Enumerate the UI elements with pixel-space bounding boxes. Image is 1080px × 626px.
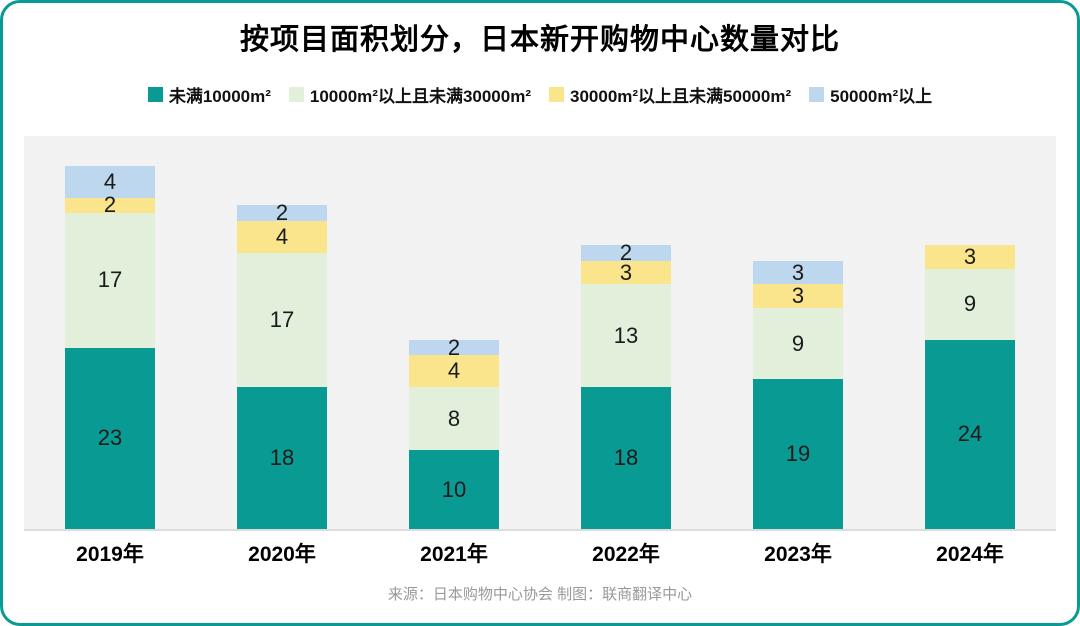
- segment-value-label: 4: [447, 358, 461, 384]
- bar-segment: 3: [581, 259, 671, 285]
- bar-segment: 9: [925, 268, 1015, 340]
- bar-segment: 3: [753, 283, 843, 309]
- segment-value-label: 4: [275, 224, 289, 250]
- legend-swatch-icon: [288, 87, 304, 102]
- segment-value-label: 2: [275, 200, 289, 226]
- legend-label: 50000m²以上: [830, 87, 933, 106]
- segment-value-label: 18: [613, 444, 639, 470]
- segment-value-label: 3: [619, 259, 633, 285]
- legend-item: 50000m²以上: [809, 82, 932, 107]
- plot-area: 23 17 2 4 18 17 4 2 10 8 4 2 18 13 3 2 19 9 3 3 24 9 3: [24, 136, 1056, 531]
- legend-label: 30000m²以上且未满50000m²: [570, 87, 792, 106]
- bar-segment: 4: [409, 355, 499, 387]
- x-axis-label: 2023年: [764, 543, 832, 566]
- segment-value-label: 3: [791, 283, 805, 309]
- segment-value-label: 17: [269, 306, 295, 332]
- stacked-bar: 10 8 4 2: [409, 334, 499, 529]
- bar-segment: 2: [237, 200, 327, 226]
- bar-segment: 8: [409, 386, 499, 451]
- bar-segment: 2: [409, 334, 499, 360]
- segment-value-label: 24: [957, 421, 983, 447]
- legend-swatch-icon: [809, 87, 825, 102]
- legend-item: 未满10000m²: [147, 82, 271, 107]
- bar-segment: 13: [581, 284, 671, 387]
- segment-value-label: 2: [103, 192, 117, 218]
- segment-value-label: 10: [441, 476, 467, 502]
- stacked-bar: 19 9 3 3: [753, 259, 843, 529]
- bar-segment: 9: [753, 308, 843, 380]
- bar-segment: 3: [925, 243, 1015, 269]
- page-title: 按项目面积划分，日本新开购物中心数量对比: [239, 24, 840, 56]
- stacked-bar: 18 17 4 2: [237, 200, 327, 529]
- segment-value-label: 17: [97, 267, 123, 293]
- segment-value-label: 13: [613, 322, 639, 348]
- stacked-bar: 24 9 3: [925, 243, 1015, 529]
- bar-segment: 23: [65, 347, 155, 529]
- bar-segment: 18: [581, 386, 671, 529]
- segment-value-label: 3: [963, 243, 977, 269]
- bar-column: 19 9 3 3: [712, 136, 884, 529]
- x-axis-label: 2022年: [592, 543, 660, 566]
- bar-segment: 2: [65, 194, 155, 216]
- legend-item: 30000m²以上且未满50000m²: [549, 82, 791, 107]
- segment-value-label: 9: [791, 330, 805, 356]
- bar-segment: 4: [237, 221, 327, 253]
- x-axis-label: 2024年: [936, 543, 1004, 566]
- segment-value-label: 23: [97, 425, 123, 451]
- legend-swatch-icon: [147, 87, 163, 102]
- bar-segment: 17: [65, 213, 155, 348]
- x-axis-labels: 2019年 2020年 2021年 2022年 2023年 2024年: [24, 531, 1056, 575]
- legend-swatch-icon: [549, 87, 564, 102]
- bar-segment: 24: [925, 339, 1015, 529]
- bar-column: 18 13 3 2: [540, 136, 712, 529]
- bar-segment: 2: [581, 239, 671, 265]
- x-axis-label: 2021年: [420, 543, 488, 566]
- bar-column: 18 17 4 2: [196, 136, 368, 529]
- x-axis-label: 2020年: [248, 543, 316, 566]
- bar-column: 24 9 3: [884, 136, 1056, 529]
- x-axis-label: 2019年: [76, 543, 144, 566]
- segment-value-label: 2: [447, 334, 461, 360]
- source-note: 来源：日本购物中心协会 制图：联商翻译中心: [387, 586, 693, 603]
- segment-value-label: 18: [269, 444, 295, 470]
- bar-segment: 3: [753, 259, 843, 285]
- legend-label: 10000m²以上且未满30000m²: [309, 87, 531, 106]
- bar-column: 10 8 4 2: [368, 136, 540, 529]
- segment-value-label: 4: [103, 168, 117, 194]
- segment-value-label: 3: [791, 259, 805, 285]
- bar-segment: 19: [753, 379, 843, 529]
- bar-segment: 10: [409, 450, 499, 529]
- bar-segment: 17: [237, 252, 327, 387]
- legend-item: 10000m²以上且未满30000m²: [288, 82, 531, 107]
- stacked-bar: 23 17 2 4: [65, 166, 155, 529]
- bar-segment: 18: [237, 386, 327, 529]
- stacked-bar: 18 13 3 2: [581, 239, 671, 529]
- legend-label: 未满10000m²: [168, 87, 271, 106]
- segment-value-label: 9: [963, 291, 977, 317]
- bar-segment: 4: [65, 166, 155, 198]
- segment-value-label: 2: [619, 239, 633, 265]
- legend: 未满10000m² 10000m²以上且未满30000m² 30000m²以上且未满…: [3, 82, 1077, 107]
- segment-value-label: 8: [447, 405, 461, 431]
- bar-column: 23 17 2 4: [24, 136, 196, 529]
- segment-value-label: 19: [785, 441, 811, 467]
